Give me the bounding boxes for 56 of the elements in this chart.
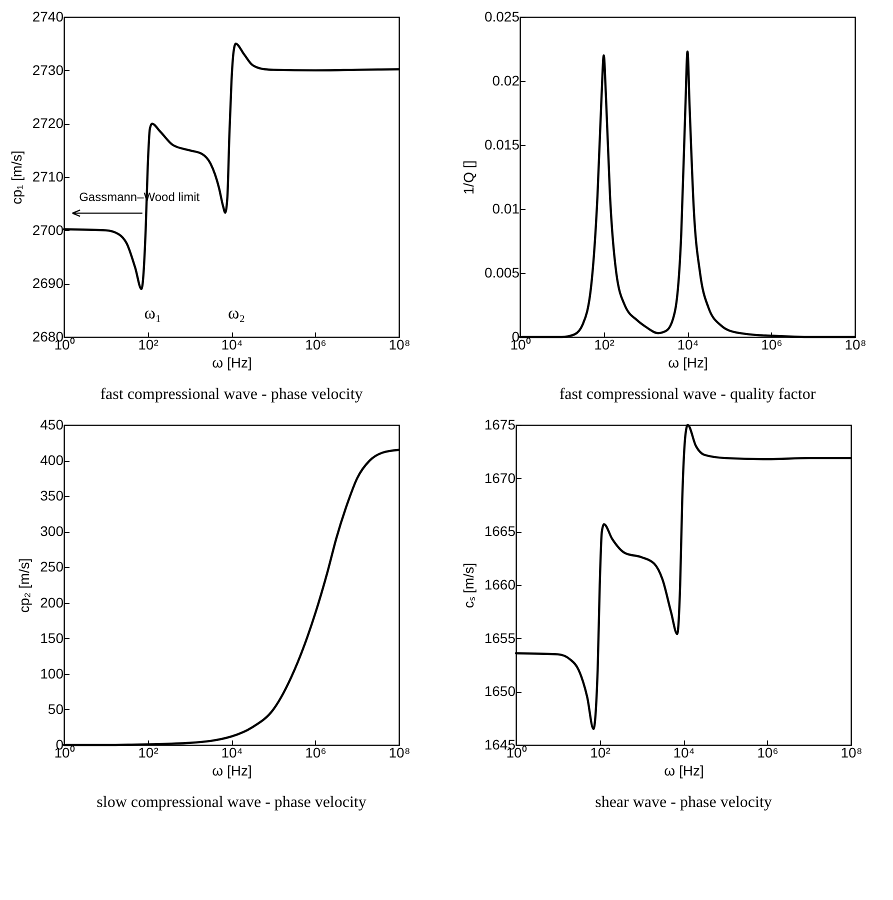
y-tick-label: 400 (40, 452, 64, 468)
x-axis-title: ω [Hz] (212, 762, 252, 778)
y-tick-label: 0.005 (484, 264, 520, 280)
y-tick-label: 1675 (484, 416, 516, 432)
x-tick-label: 10⁸ (388, 336, 410, 352)
y-tick-label: 1655 (484, 630, 516, 646)
y-tick-label: 2740 (32, 8, 64, 24)
y-tick-label: 2730 (32, 62, 64, 78)
y-tick-label: 2710 (32, 168, 64, 184)
y-axis-title: cp₁ [m/s] (8, 150, 24, 204)
text: slow compressional wave - phase velocity (96, 794, 366, 811)
y-tick-label: 2720 (32, 115, 64, 132)
x-tick-label: 10² (138, 336, 159, 352)
x-tick-label: 10⁴ (677, 336, 699, 352)
x-tick-label: 10² (594, 336, 615, 352)
annotation: ω₁ (144, 304, 162, 323)
x-tick-label: 10² (138, 744, 159, 760)
y-tick-label: 0.02 (492, 72, 520, 88)
x-tick-label: 10⁶ (757, 744, 778, 760)
y-tick-label: 1650 (484, 683, 516, 700)
y-tick-label: 50 (48, 700, 64, 717)
y-tick-label: 0.015 (484, 136, 520, 152)
x-tick-label: 10⁶ (305, 336, 326, 352)
y-tick-label: 1665 (484, 523, 516, 540)
y-tick-label: 100 (40, 665, 64, 682)
x-tick-label: 10⁶ (305, 744, 326, 760)
y-tick-label: 250 (40, 558, 64, 575)
x-tick-label: 10⁸ (844, 336, 866, 352)
y-axis-title: 1/Q [] (460, 160, 476, 195)
y-tick-label: 2700 (32, 222, 64, 238)
x-tick-label: 10⁴ (221, 336, 243, 352)
y-axis-title: cp₂ [m/s] (16, 558, 32, 613)
y-tick-label: 300 (40, 523, 64, 540)
x-tick-label: 10⁸ (388, 744, 410, 760)
y-axis-title: cₛ [m/s] (460, 562, 476, 608)
y-tick-label: 150 (40, 630, 64, 646)
text: fast compressional wave - quality factor (559, 386, 816, 403)
y-tick-label: 200 (40, 594, 64, 610)
x-tick-label: 10⁸ (840, 744, 862, 760)
y-tick-label: 0.01 (492, 200, 520, 216)
x-axis-title: ω [Hz] (664, 762, 704, 778)
x-axis-title: ω [Hz] (668, 354, 708, 370)
text: shear wave - phase velocity (595, 794, 772, 811)
text: fast compressional wave - phase velocity (100, 386, 363, 403)
annotation: ω₂ (228, 304, 246, 323)
y-tick-label: 350 (40, 488, 64, 504)
x-tick-label: 10⁴ (673, 744, 695, 760)
x-tick-label: 10⁴ (221, 744, 243, 760)
y-tick-label: 0.025 (484, 8, 520, 24)
y-tick-label: 1670 (484, 470, 516, 486)
y-tick-label: 450 (40, 416, 64, 432)
x-tick-label: 10⁶ (761, 336, 782, 352)
x-tick-label: 10² (590, 744, 611, 760)
x-axis-title: ω [Hz] (212, 354, 252, 370)
y-tick-label: 1660 (484, 576, 516, 592)
y-tick-label: 2690 (32, 275, 64, 292)
